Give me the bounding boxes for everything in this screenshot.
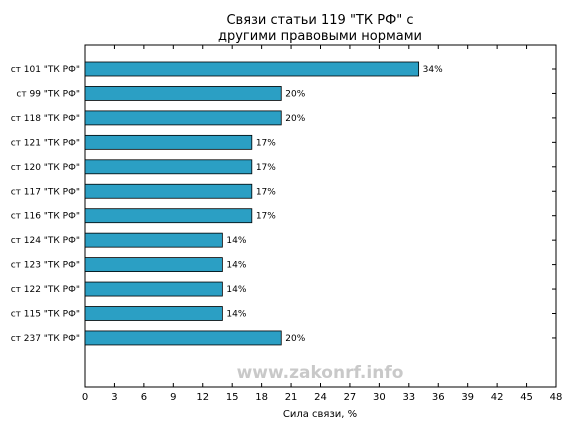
chart-title-line2: другими правовыми нормами (218, 29, 422, 44)
bar-value-label: 17% (256, 187, 276, 197)
x-tick-label: 42 (491, 392, 504, 403)
bar (84, 86, 282, 101)
bar-value-label: 14% (226, 310, 246, 320)
x-tick-label: 33 (402, 392, 415, 403)
x-axis-ticks: 0 3 6 9 12 15 18 21 24 27 30 33 36 39 42 45 48 (82, 45, 563, 403)
watermark: www.zakonrf.info (237, 363, 404, 383)
category-label: ст 117 "ТК РФ" (11, 187, 80, 197)
bar (84, 183, 253, 199)
x-tick-label: 21 (285, 392, 298, 403)
bar-value-label: 14% (226, 236, 246, 246)
x-tick-label: 0 (82, 392, 88, 403)
bar-value-label: 17% (256, 138, 276, 148)
x-tick-label: 18 (255, 392, 268, 403)
bar-value-label: 17% (256, 163, 276, 173)
bar (84, 257, 223, 273)
category-label: ст 122 "ТК РФ" (11, 285, 80, 295)
category-label: ст 116 "ТК РФ" (11, 212, 80, 222)
bar (84, 281, 223, 297)
category-label: ст 237 "ТК РФ" (11, 334, 80, 344)
bar (84, 208, 253, 224)
chart-title-line1: Связи статьи 119 "ТК РФ" с (226, 13, 413, 28)
bar (84, 330, 282, 346)
x-tick-label: 45 (520, 392, 533, 403)
x-tick-label: 48 (550, 392, 563, 403)
category-label: ст 121 "ТК РФ" (11, 138, 80, 148)
bar (84, 159, 253, 175)
bar-value-label: 34% (423, 65, 443, 75)
x-tick-label: 24 (314, 392, 327, 403)
category-label: ст 115 "ТК РФ" (11, 310, 80, 320)
bar (84, 110, 282, 126)
bar (84, 134, 253, 150)
x-tick-label: 30 (373, 392, 386, 403)
bar-value-label: 14% (226, 285, 246, 295)
category-label: ст 123 "ТК РФ" (11, 261, 80, 271)
x-tick-label: 12 (196, 392, 209, 403)
x-axis-label: Сила связи, % (283, 409, 357, 420)
bar-value-label: 17% (256, 212, 276, 222)
category-label: ст 101 "ТК РФ" (11, 65, 80, 75)
x-tick-label: 9 (170, 392, 176, 403)
bar (84, 306, 223, 321)
category-label: ст 124 "ТК РФ" (11, 236, 80, 246)
bars-group: ст 101 "ТК РФ" 34% ст 99 "ТК РФ" 20% ст 118 … (11, 61, 556, 346)
bar-value-label: 20% (285, 89, 305, 99)
bar-value-label: 20% (285, 114, 305, 124)
x-tick-label: 39 (461, 392, 474, 403)
bar-value-label: 14% (226, 261, 246, 271)
x-tick-label: 3 (111, 392, 117, 403)
bar-value-label: 20% (285, 334, 305, 344)
category-label: ст 99 "ТК РФ" (16, 89, 80, 99)
bar (84, 232, 223, 248)
category-label: ст 118 "ТК РФ" (11, 114, 80, 124)
x-tick-label: 27 (344, 392, 357, 403)
x-tick-label: 15 (226, 392, 239, 403)
x-tick-label: 36 (432, 392, 445, 403)
bar (84, 61, 420, 77)
x-tick-label: 6 (141, 392, 147, 403)
category-label: ст 120 "ТК РФ" (11, 163, 80, 173)
